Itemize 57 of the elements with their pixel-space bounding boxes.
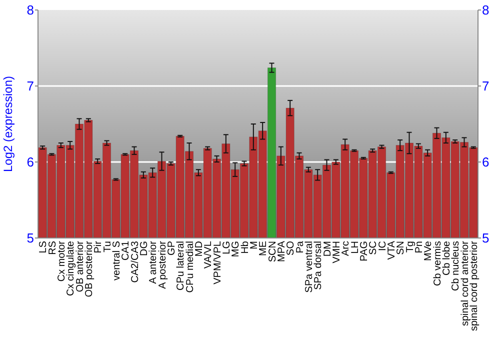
x-tick-label: ventral S xyxy=(111,240,122,280)
x-tick-label: CA2/CA3 xyxy=(130,240,141,283)
x-tick-label: SC xyxy=(368,241,380,255)
x-tick-label: Hb xyxy=(240,240,251,254)
y-tick-label: 7 xyxy=(26,78,34,94)
y-tick-label: 5 xyxy=(26,230,34,246)
y2-tick-label: 7 xyxy=(482,78,490,94)
x-tick-label: CPu medial xyxy=(184,241,196,293)
y2-tick-label: 6 xyxy=(482,154,490,170)
x-tick-label: GP xyxy=(166,240,178,256)
x-tick-label: CA1 xyxy=(120,240,132,260)
y-tick-label: 8 xyxy=(26,2,34,18)
x-tick-label: MD xyxy=(194,241,205,257)
x-tick-label: Cb nucleus xyxy=(450,241,462,292)
x-tick-label: OB posterior xyxy=(84,240,95,298)
x-tick-label: IC xyxy=(377,241,388,251)
y2-tick-label: 8 xyxy=(482,2,490,18)
x-tick-label: LS xyxy=(38,240,50,254)
x-tick-label: LG xyxy=(221,240,232,254)
x-tick-label: SO xyxy=(286,240,297,256)
x-tick-label: A anterior xyxy=(148,240,160,284)
x-tick-label: Cx motor xyxy=(56,240,68,282)
x-tick-label: SN xyxy=(396,241,407,255)
x-tick-label: spinal cord posterior xyxy=(468,240,480,332)
x-tick-label: SPa ventral xyxy=(304,241,315,293)
x-tick-label: PAG xyxy=(358,240,370,262)
y2-tick-label: 5 xyxy=(482,230,490,246)
x-tick-label: VTA xyxy=(386,240,398,260)
x-tick-label: RS xyxy=(47,240,58,255)
x-tick-label: SPa dorsal xyxy=(313,241,324,290)
x-tick-label: CPu lateral xyxy=(176,241,187,290)
x-tick-label: OB anterior xyxy=(74,240,86,292)
x-tick-label: A posterior xyxy=(157,240,168,289)
x-tick-label: Pn xyxy=(414,241,425,254)
x-tick-label: MVe xyxy=(423,240,434,262)
x-tick-label: Tu xyxy=(102,241,114,252)
y-tick-label: 6 xyxy=(26,154,34,170)
x-tick-label: LH xyxy=(350,241,361,254)
x-tick-label: DG xyxy=(138,240,150,256)
x-tick-label: MPA xyxy=(276,240,288,262)
x-tick-label: DM xyxy=(322,241,334,257)
y-axis-title: Log2 (expression) xyxy=(1,76,15,172)
x-tick-label: MG xyxy=(230,240,242,258)
x-tick-label: VMH xyxy=(331,241,342,264)
x-tick-label: SCN xyxy=(267,241,278,262)
x-tick-label: Pir xyxy=(93,240,104,254)
x-tick-label: Pa xyxy=(294,240,306,254)
x-tick-label: ME xyxy=(258,240,270,256)
x-tick-label: Arc xyxy=(340,241,352,256)
x-tick-label: Cb lobe xyxy=(441,240,452,276)
x-tick-label: VA/VL xyxy=(203,240,214,269)
x-tick-label: Tg xyxy=(404,241,416,253)
x-tick-label: spinal cord anterior xyxy=(460,240,471,326)
x-tick-label: Cx cingulate xyxy=(66,240,77,296)
x-tick-label: VPM/VPL xyxy=(212,240,224,284)
x-tick-label: M xyxy=(248,241,260,250)
x-tick-label: Cb vermis xyxy=(432,241,444,286)
